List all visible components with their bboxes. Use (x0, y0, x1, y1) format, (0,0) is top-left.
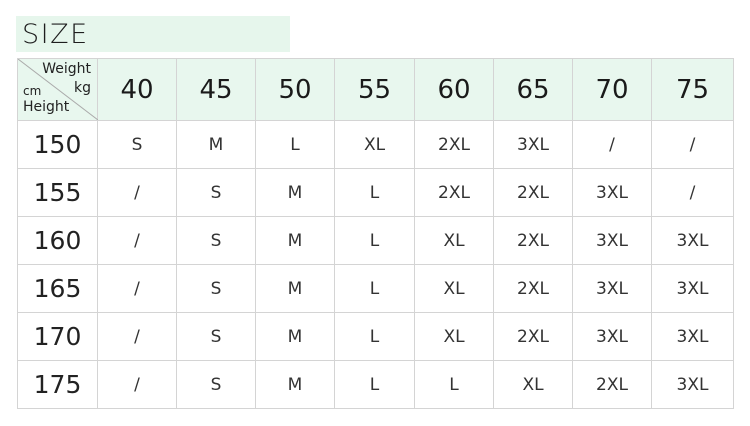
corner-cell: Weight kg cm Height (17, 58, 98, 121)
size-cell: XL (414, 264, 494, 313)
size-cell: / (97, 168, 177, 217)
size-cell: 3XL (493, 120, 573, 169)
size-cell: S (176, 168, 256, 217)
cm-label: cm (23, 84, 42, 98)
size-cell: / (97, 264, 177, 313)
size-cell: XL (414, 312, 494, 361)
size-cell: 2XL (572, 360, 652, 409)
size-cell: M (255, 264, 335, 313)
size-cell: 2XL (493, 312, 573, 361)
table-row: 170/S M L XL 2XL 3XL 3XL (17, 312, 734, 361)
kg-label: kg (74, 80, 91, 96)
table-row: 155/S M L 2XL 2XL 3XL / (17, 168, 734, 217)
size-cell: L (334, 168, 415, 217)
size-cell: L (334, 312, 415, 361)
size-cell: M (176, 120, 256, 169)
size-cell: S (176, 264, 256, 313)
height-cell: 170 (17, 312, 98, 361)
size-cell: S (176, 312, 256, 361)
size-cell: M (255, 312, 335, 361)
height-cell: 155 (17, 168, 98, 217)
size-cell: S (176, 216, 256, 265)
size-cell: 3XL (651, 312, 734, 361)
size-cell: 3XL (572, 216, 652, 265)
size-cell: / (97, 312, 177, 361)
height-cell: 160 (17, 216, 98, 265)
size-cell: L (334, 264, 415, 313)
height-cell: 150 (17, 120, 98, 169)
weight-header: 75 (651, 58, 734, 121)
size-cell: XL (493, 360, 573, 409)
size-cell: S (176, 360, 256, 409)
weight-header: 60 (414, 58, 494, 121)
table-row: 175/S M L L XL 2XL 3XL (17, 360, 734, 409)
size-cell: 3XL (651, 360, 734, 409)
weight-header: 55 (334, 58, 415, 121)
page-title: SIZE SUGGESTION (16, 16, 290, 88)
size-cell: XL (414, 216, 494, 265)
size-cell: 3XL (572, 312, 652, 361)
weight-header: 50 (255, 58, 335, 121)
size-cell: M (255, 360, 335, 409)
size-cell: / (651, 120, 734, 169)
size-table: Weight kg cm Height 40 45 50 55 60 65 70 75 150… (17, 58, 734, 409)
size-cell: 2XL (493, 168, 573, 217)
size-cell: 2XL (414, 168, 494, 217)
weight-header: 65 (493, 58, 573, 121)
size-cell: L (334, 216, 415, 265)
height-cell: 165 (17, 264, 98, 313)
diagonal-divider (18, 59, 98, 120)
size-cell: / (97, 360, 177, 409)
size-cell: 3XL (572, 168, 652, 217)
size-cell: / (651, 168, 734, 217)
weight-header: 40 (97, 58, 177, 121)
size-cell: 2XL (493, 216, 573, 265)
size-cell: / (97, 216, 177, 265)
size-cell: 2XL (493, 264, 573, 313)
weight-header: 45 (176, 58, 256, 121)
size-cell: M (255, 216, 335, 265)
size-cell: XL (334, 120, 415, 169)
weight-label: Weight (42, 61, 91, 77)
size-cell: / (572, 120, 652, 169)
size-cell: L (414, 360, 494, 409)
size-cell: 3XL (572, 264, 652, 313)
size-cell: S (97, 120, 177, 169)
height-cell: 175 (17, 360, 98, 409)
table-row: 160/S M L XL 2XL 3XL 3XL (17, 216, 734, 265)
table-row: 150 S M L XL 2XL 3XL / / (17, 120, 734, 169)
size-cell: 3XL (651, 264, 734, 313)
height-label: Height (23, 99, 70, 115)
size-cell: L (255, 120, 335, 169)
size-cell: L (334, 360, 415, 409)
size-cell: 3XL (651, 216, 734, 265)
size-cell: M (255, 168, 335, 217)
table-row: 165/S M L XL 2XL 3XL 3XL (17, 264, 734, 313)
weight-header: 70 (572, 58, 652, 121)
header-row: Weight kg cm Height 40 45 50 55 60 65 70 75 (17, 58, 734, 121)
size-cell: 2XL (414, 120, 494, 169)
